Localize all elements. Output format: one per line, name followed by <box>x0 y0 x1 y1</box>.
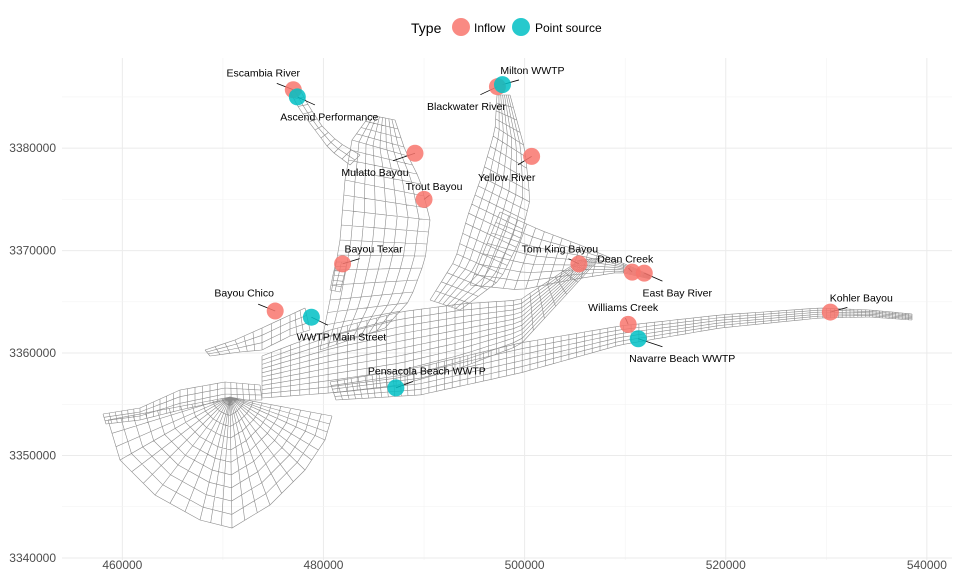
point-wwtp-main-street <box>302 308 320 326</box>
label-yellow-river: Yellow River <box>478 172 536 184</box>
point-pensacola-beach-wwtp <box>387 379 405 397</box>
mesh-gulf-fan <box>107 396 333 529</box>
x-tick-label: 520000 <box>706 558 746 572</box>
x-tick-label: 500000 <box>505 558 545 572</box>
label-escambia-river: Escambia River <box>227 67 301 79</box>
point-trout-bayou <box>415 190 433 208</box>
label-bayou-texar: Bayou Texar <box>344 243 403 255</box>
y-tick-label: 3370000 <box>9 244 56 258</box>
point-east-bay-river <box>635 264 653 282</box>
label-navarre-beach-wwtp: Navarre Beach WWTP <box>629 353 735 365</box>
label-kohler-bayou: Kohler Bayou <box>830 293 893 305</box>
y-tick-label: 3380000 <box>9 141 56 155</box>
label-wwtp-main-street: WWTP Main Street <box>297 332 387 344</box>
point-ascend-performance <box>288 88 306 106</box>
label-williams-creek: Williams Creek <box>588 302 659 314</box>
label-east-bay-river: East Bay River <box>643 288 713 300</box>
x-tick-label: 540000 <box>907 558 947 572</box>
label-milton-wwtp: Milton WWTP <box>500 65 564 77</box>
point-kohler-bayou <box>821 303 839 321</box>
y-tick-label: 3350000 <box>9 449 56 463</box>
label-dean-creek: Dean Creek <box>597 254 654 266</box>
point-bayou-chico <box>266 302 284 320</box>
y-axis: 3340000 3350000 3360000 3370000 3380000 <box>9 141 56 565</box>
mesh-bayou-chico <box>204 307 311 357</box>
mesh-escambia-bay <box>319 114 431 351</box>
y-tick-label: 3340000 <box>9 551 56 565</box>
point-yellow-river <box>523 147 541 165</box>
point-bayou-texar <box>334 255 352 273</box>
label-blackwater-river: Blackwater River <box>427 101 506 113</box>
label-mulatto-bayou: Mulatto Bayou <box>341 167 408 179</box>
x-tick-label: 460000 <box>102 558 142 572</box>
site-points <box>266 76 839 397</box>
legend-label-inflow: Inflow <box>474 21 506 35</box>
mesh-pensacola-bay <box>261 257 601 399</box>
point-williams-creek <box>619 315 637 333</box>
label-tom-king-bayou: Tom King Bayou <box>522 243 599 255</box>
legend-key-point-source <box>512 18 530 36</box>
label-pensacola-beach-wwtp: Pensacola Beach WWTP <box>368 365 486 377</box>
estuary-mesh <box>102 89 913 529</box>
x-tick-label: 480000 <box>303 558 343 572</box>
label-ascend-performance: Ascend Performance <box>280 111 378 123</box>
legend-key-inflow <box>452 18 470 36</box>
label-bayou-chico: Bayou Chico <box>214 288 274 300</box>
y-tick-label: 3360000 <box>9 346 56 360</box>
site-labels: Escambia River Ascend Performance Blackwat… <box>214 65 893 377</box>
label-trout-bayou: Trout Bayou <box>406 181 463 193</box>
point-navarre-beach-wwtp <box>629 330 647 348</box>
legend-title: Type <box>411 20 442 36</box>
point-milton-wwtp <box>493 76 511 94</box>
x-axis: 460000 480000 500000 520000 540000 <box>102 558 947 572</box>
point-mulatto-bayou <box>406 144 424 162</box>
point-tom-king-bayou <box>570 255 588 273</box>
legend-label-point-source: Point source <box>535 21 602 35</box>
legend: Type Inflow Point source <box>411 18 602 36</box>
